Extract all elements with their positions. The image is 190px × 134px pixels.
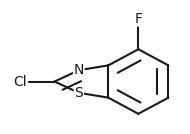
Text: Cl: Cl: [13, 75, 27, 89]
Text: N: N: [74, 63, 84, 77]
Text: S: S: [74, 86, 83, 100]
Text: F: F: [134, 12, 142, 26]
